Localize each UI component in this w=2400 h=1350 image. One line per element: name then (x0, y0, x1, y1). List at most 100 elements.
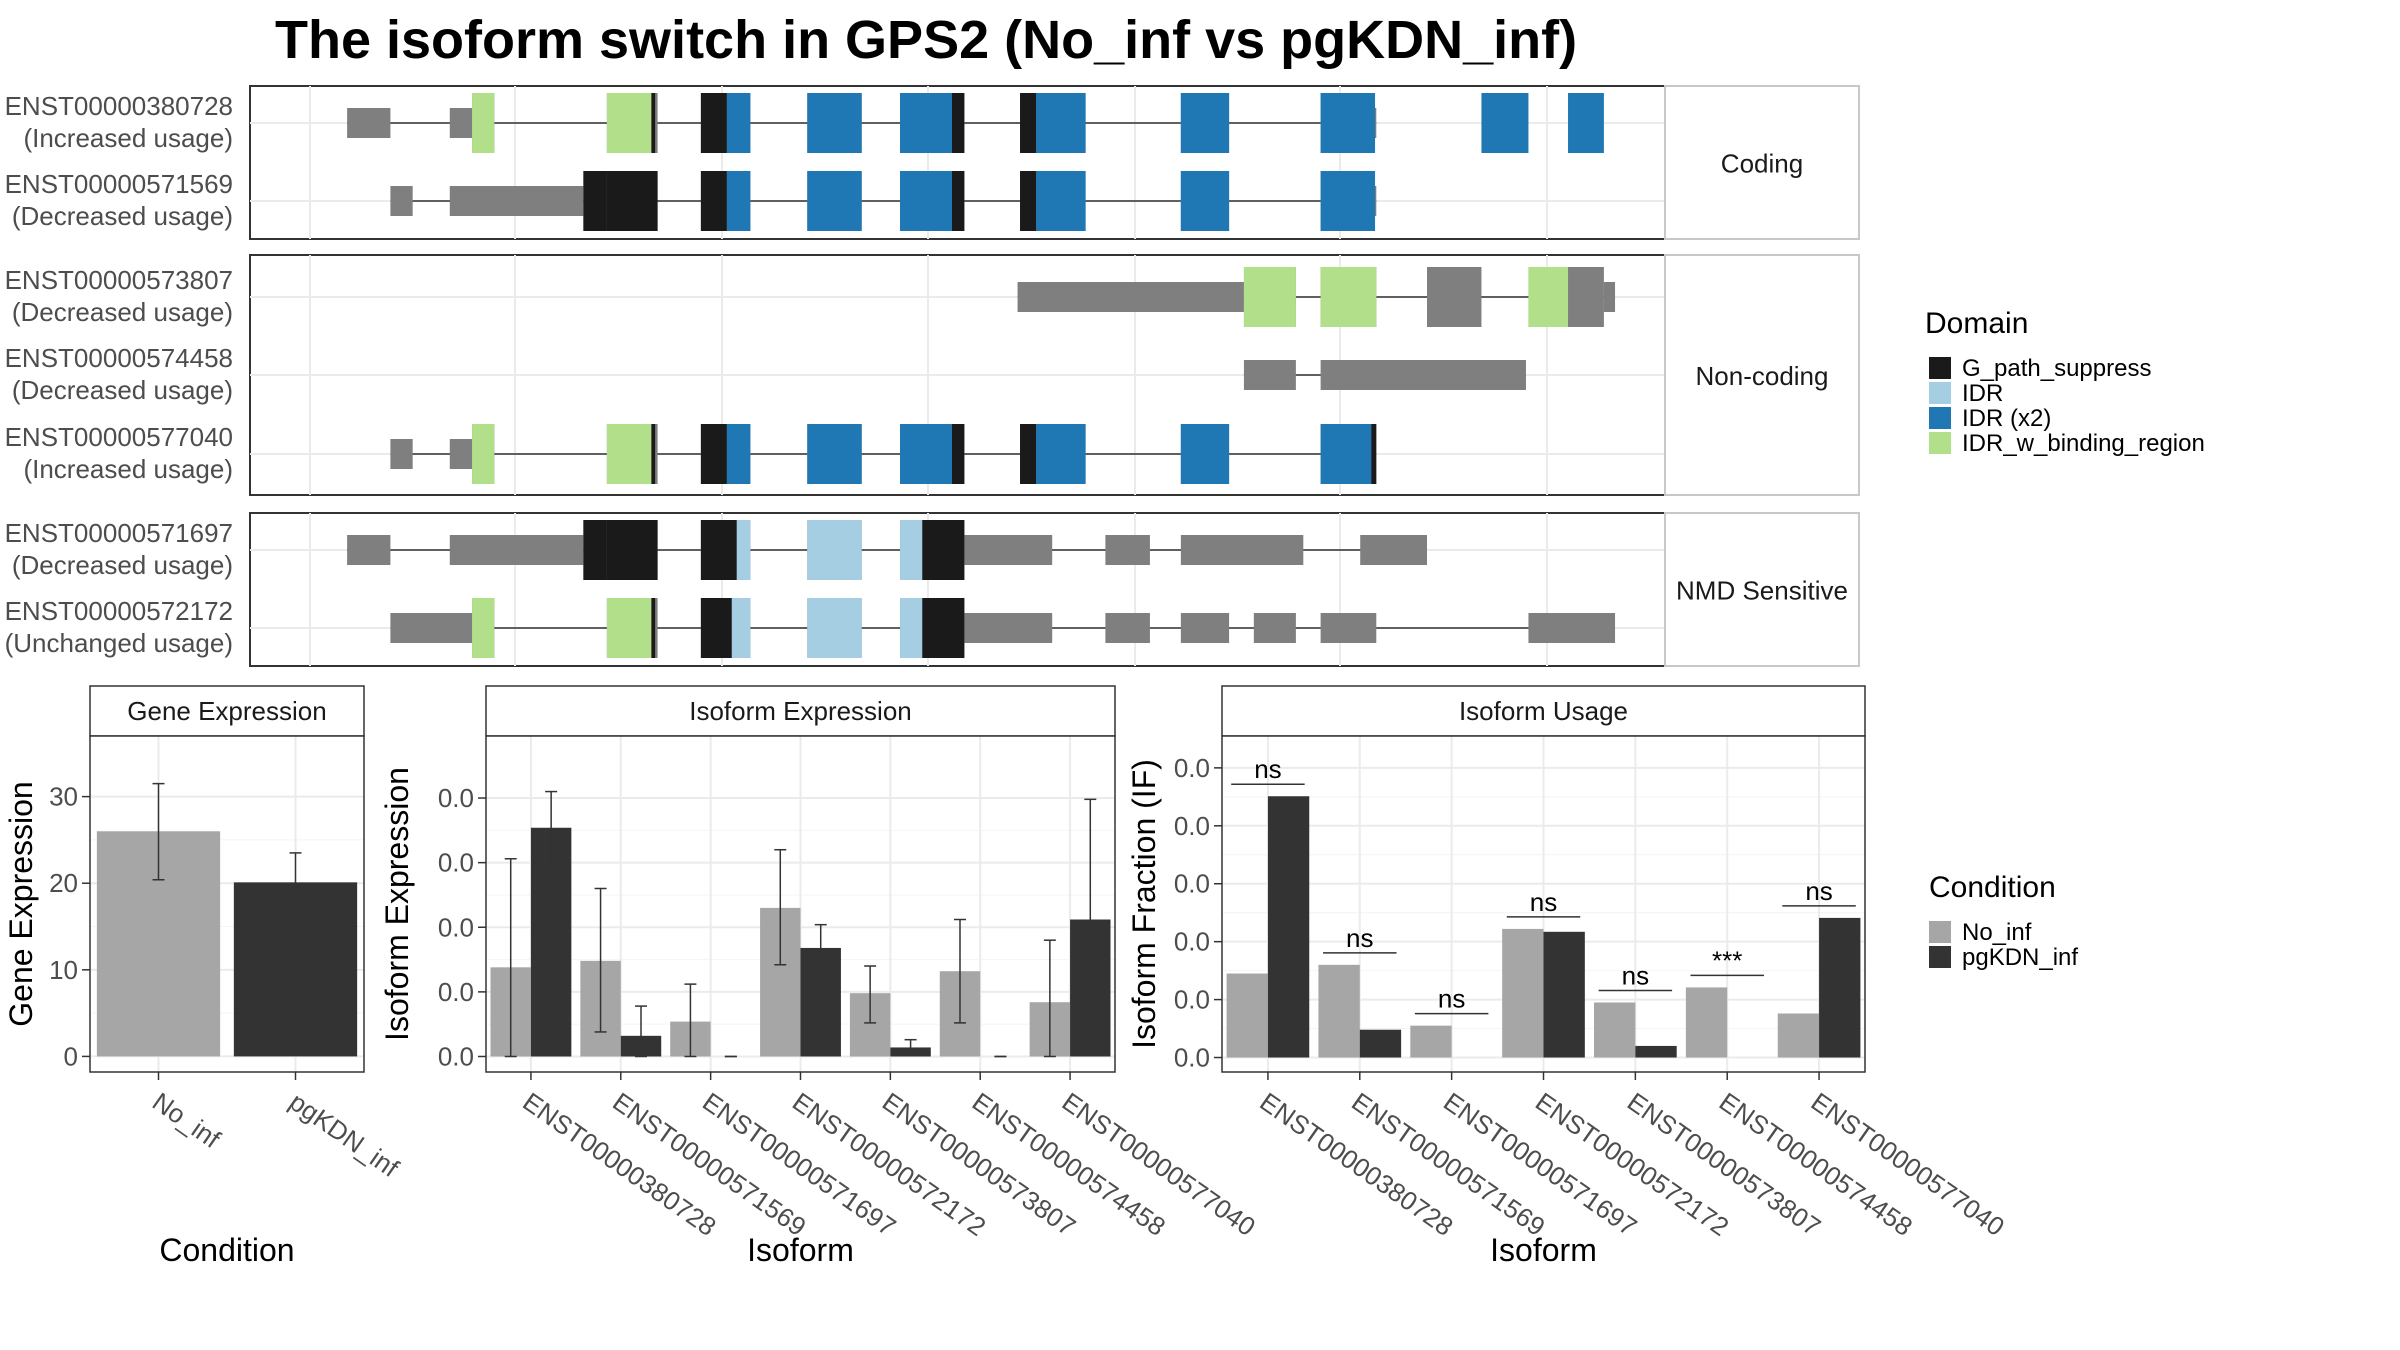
domain-segment (606, 171, 658, 231)
isoform-name: ENST00000571697 (5, 518, 233, 548)
domain-segment (606, 424, 652, 484)
domain-segment (900, 93, 953, 153)
isoform-usage: (Unchanged usage) (5, 628, 233, 658)
utr-exon (964, 535, 1053, 565)
y-axis-label: Isoform Fraction (IF) (1126, 759, 1162, 1049)
domain-legend-label: IDR (x2) (1962, 405, 2051, 432)
domain-legend-label: IDR_w_binding_region (1962, 430, 2205, 457)
utr-exon (347, 108, 391, 138)
isoform-usage: (Increased usage) (23, 123, 233, 153)
domain-segment (606, 93, 652, 153)
condition-legend-label: pgKDN_inf (1962, 944, 2078, 971)
domain-segment (700, 424, 727, 484)
significance-label: ns (1346, 923, 1373, 953)
plot-frame (89, 735, 365, 1073)
utr-exon (1105, 613, 1150, 643)
strip-label: Coding (1721, 149, 1803, 179)
bar (1635, 1045, 1677, 1058)
domain-segment (922, 520, 953, 580)
y-tick-label: 0.0 (438, 1041, 474, 1071)
domain-segment (1320, 93, 1376, 153)
x-axis-label: Isoform (747, 1232, 854, 1268)
domain-segment (700, 171, 727, 231)
domain-segment (807, 520, 862, 580)
x-axis-label: Condition (159, 1232, 294, 1268)
bar (1777, 1013, 1820, 1058)
domain-legend-key (1929, 357, 1951, 379)
utr-exon (449, 535, 584, 565)
domain-segment (583, 520, 607, 580)
domain-segment (726, 424, 751, 484)
strip-box (1664, 254, 1860, 496)
utr-exon (1180, 613, 1230, 643)
y-tick-label: 10 (49, 955, 78, 985)
strip-label: Non-coding (1696, 361, 1829, 391)
isoform-usage: (Decreased usage) (12, 375, 233, 405)
utr-exon (964, 613, 1053, 643)
utr-exon (1253, 613, 1296, 643)
x-tick-label: No_inf (147, 1086, 226, 1154)
bar (1267, 796, 1310, 1058)
domain-segment (807, 93, 862, 153)
domain-legend-key (1929, 382, 1951, 404)
y-tick-label: 0.0 (1174, 753, 1210, 783)
domain-segment (736, 520, 751, 580)
chart-title: Isoform Expression (689, 696, 912, 726)
significance-label: ns (1254, 754, 1281, 784)
bar (1819, 917, 1861, 1058)
isoform-row: ENST00000380728(Increased usage) (5, 91, 1604, 153)
domain-segment (726, 171, 751, 231)
domain-segment (1481, 93, 1529, 153)
bar (1594, 1002, 1636, 1058)
domain-segment (807, 424, 862, 484)
domain-segment (952, 171, 965, 231)
utr-exon (1528, 613, 1616, 643)
utr-exon (1105, 535, 1150, 565)
gene-expression-chart: Gene Expression No_inf pgKDN_inf 0 10 20 30 Con… (3, 685, 405, 1268)
exon (1320, 360, 1526, 390)
isoform-name: ENST00000574458 (5, 343, 233, 373)
y-tick-label: 0.0 (438, 977, 474, 1007)
x-axis-label: Isoform (1490, 1232, 1597, 1268)
significance-label: ns (1622, 960, 1649, 990)
utr-exon (449, 439, 473, 469)
domain-segment (900, 520, 923, 580)
bar (1410, 1025, 1452, 1058)
domain-segment (1371, 424, 1377, 484)
domain-segment (1036, 171, 1086, 231)
isoform-usage: (Increased usage) (23, 454, 233, 484)
y-tick-label: 20 (49, 868, 78, 898)
domain-segment (700, 93, 727, 153)
utr-exon (449, 108, 473, 138)
significance-label: ns (1805, 876, 1832, 906)
y-axis-label: Isoform Expression (379, 767, 415, 1041)
structure-panel-nmd-sensitive: NMD Sensitive ENST00000571697(Decreased u… (5, 512, 1860, 667)
utr-exon (390, 613, 473, 643)
exon (1243, 360, 1296, 390)
structure-panel-non-coding: Non-coding ENST00000573807(Decreased usag… (5, 254, 1860, 496)
utr-exon (1360, 535, 1428, 565)
isoform-name: ENST00000577040 (5, 422, 233, 452)
significance-label: ns (1438, 984, 1465, 1014)
isoform-row: ENST00000577040(Increased usage) (5, 422, 1377, 484)
domain-segment (807, 171, 862, 231)
isoform-row: ENST00000572172(Unchanged usage) (5, 596, 1616, 658)
significance-label: *** (1712, 945, 1742, 975)
domain-segment (726, 93, 751, 153)
condition-legend-label: No_inf (1962, 919, 2032, 946)
utr-exon (1180, 535, 1304, 565)
bar (1359, 1029, 1402, 1058)
domain-segment (900, 424, 953, 484)
domain-segment (1020, 424, 1037, 484)
y-tick-label: 0.0 (438, 848, 474, 878)
y-tick-label: 0.0 (1174, 985, 1210, 1015)
strip-label: NMD Sensitive (1676, 576, 1848, 606)
domain-segment (1036, 424, 1086, 484)
y-tick-label: 0.0 (1174, 811, 1210, 841)
cds-exon (1427, 267, 1482, 327)
plot-frame (1221, 735, 1866, 1073)
domain-legend-key (1929, 432, 1951, 454)
isoform-row: ENST00000573807(Decreased usage) (5, 265, 1616, 327)
